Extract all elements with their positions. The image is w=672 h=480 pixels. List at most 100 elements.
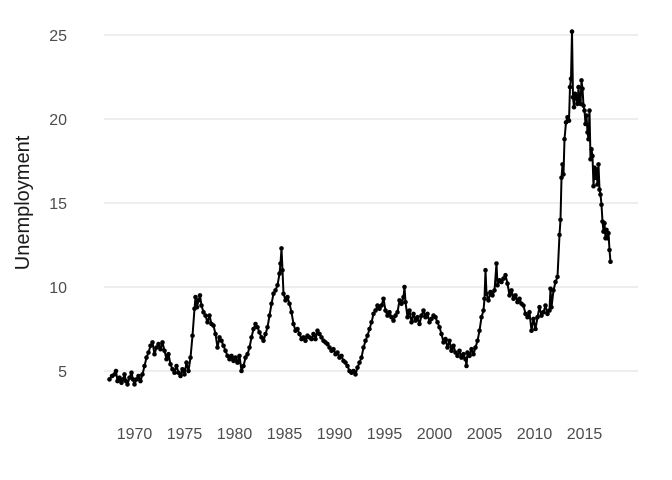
data-point	[433, 314, 438, 320]
data-point	[201, 309, 206, 315]
data-point	[409, 320, 414, 325]
data-point	[594, 167, 599, 172]
data-point	[397, 298, 402, 303]
data-point	[291, 321, 296, 327]
data-point	[162, 348, 167, 354]
data-point	[607, 247, 612, 253]
data-point	[166, 351, 171, 357]
data-point	[455, 353, 460, 359]
data-point	[196, 298, 201, 303]
data-point	[285, 294, 290, 300]
data-point	[237, 353, 242, 359]
x-tick-label: 2015	[567, 426, 603, 443]
data-point	[537, 304, 542, 310]
data-point	[279, 246, 284, 251]
data-point	[541, 309, 546, 315]
data-point	[391, 318, 396, 323]
data-point	[475, 338, 480, 344]
data-point	[605, 236, 610, 241]
data-point	[265, 325, 270, 330]
data-point	[205, 320, 210, 325]
data-point	[517, 296, 522, 302]
data-point	[606, 230, 611, 236]
data-point	[243, 355, 248, 360]
data-point	[589, 146, 594, 152]
data-point	[597, 187, 602, 192]
data-point	[309, 336, 314, 342]
data-point	[599, 202, 604, 207]
data-point	[558, 217, 563, 223]
data-point	[560, 162, 565, 167]
data-point	[571, 104, 577, 110]
data-point	[194, 304, 200, 310]
data-point	[545, 311, 550, 317]
data-point	[168, 362, 173, 367]
data-point	[213, 331, 218, 337]
data-point	[229, 353, 234, 359]
data-point	[363, 338, 368, 344]
data-point	[463, 356, 468, 362]
data-point	[280, 267, 285, 273]
data-point	[449, 348, 454, 354]
data-point	[361, 345, 366, 350]
data-point	[511, 296, 516, 302]
data-point	[525, 314, 530, 320]
data-point	[263, 331, 268, 337]
data-point	[225, 353, 230, 359]
y-axis-tick-labels: 5 10 15 20 25	[49, 28, 67, 381]
data-point	[490, 293, 495, 298]
data-point	[543, 303, 548, 308]
data-point	[551, 288, 556, 293]
data-point	[353, 372, 358, 377]
data-point	[596, 162, 601, 167]
data-point	[584, 113, 589, 118]
data-point	[586, 136, 591, 142]
data-point	[367, 326, 372, 332]
data-point	[227, 356, 232, 362]
data-point	[580, 86, 585, 92]
data-point	[253, 321, 258, 327]
data-point	[172, 370, 177, 376]
y-tick-label: 15	[49, 196, 67, 213]
data-point	[303, 338, 308, 344]
data-point	[505, 281, 510, 286]
data-point	[479, 314, 484, 320]
data-point	[411, 311, 416, 317]
data-point	[261, 338, 266, 344]
data-point	[140, 372, 145, 377]
data-point	[371, 311, 376, 317]
data-point	[598, 192, 603, 197]
data-point	[327, 345, 332, 350]
data-point	[587, 108, 592, 113]
data-point	[180, 367, 185, 372]
data-point	[317, 331, 322, 337]
data-point	[283, 298, 288, 303]
data-point	[359, 355, 364, 360]
data-point	[170, 367, 175, 372]
data-point	[583, 121, 588, 127]
data-point	[241, 363, 246, 369]
data-point	[579, 78, 584, 83]
data-point	[197, 293, 203, 298]
data-point	[557, 232, 562, 238]
data-point	[464, 363, 469, 369]
data-point	[535, 314, 540, 320]
x-tick-label: 2000	[417, 426, 453, 443]
data-point	[134, 377, 139, 382]
data-point	[429, 316, 434, 322]
data-point	[513, 293, 518, 298]
data-point	[117, 375, 122, 381]
data-point	[311, 331, 316, 337]
data-point	[401, 294, 406, 300]
data-point	[373, 308, 378, 313]
data-point	[381, 296, 386, 302]
data-point	[154, 345, 159, 350]
data-point	[158, 346, 163, 352]
data-point	[443, 336, 448, 342]
data-point	[343, 360, 348, 365]
data-point	[278, 261, 283, 266]
data-point	[182, 372, 187, 377]
data-point	[269, 301, 274, 307]
data-point	[281, 291, 286, 297]
